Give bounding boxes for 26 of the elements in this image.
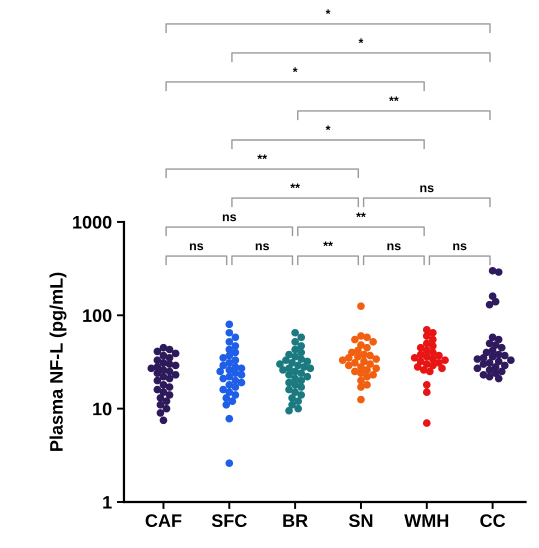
text: ** [356,212,366,218]
y-tick-label: 10 [93,402,112,416]
text: ns [420,185,434,192]
annotation: ns [453,243,466,250]
annotation: ns [387,243,401,250]
text: * [358,38,364,44]
annotation: ns [190,243,204,250]
y-tick-label: 1 [103,496,112,509]
x-tick-label: WMH [404,514,448,527]
text: ** [257,154,268,160]
x-tick-label: CAF [146,514,182,528]
text: ** [389,96,399,102]
y-tick-label: 100 [83,309,112,322]
text: ** [290,183,300,188]
y-tick-label: 1000 [73,216,112,229]
x-tick-label: SFC [212,514,247,528]
y-axis-title: Plasma NF-L (pg/mL) [50,272,66,451]
text: * [326,125,330,130]
x-tick-label: CC [480,514,506,528]
annotation: ns [256,243,269,250]
x-tick-label: BR [283,514,308,527]
text: ns [222,214,236,222]
x-tick-label: SN [348,514,372,528]
text: * [326,9,330,14]
annotation: ** [323,241,333,246]
text: * [292,67,298,72]
